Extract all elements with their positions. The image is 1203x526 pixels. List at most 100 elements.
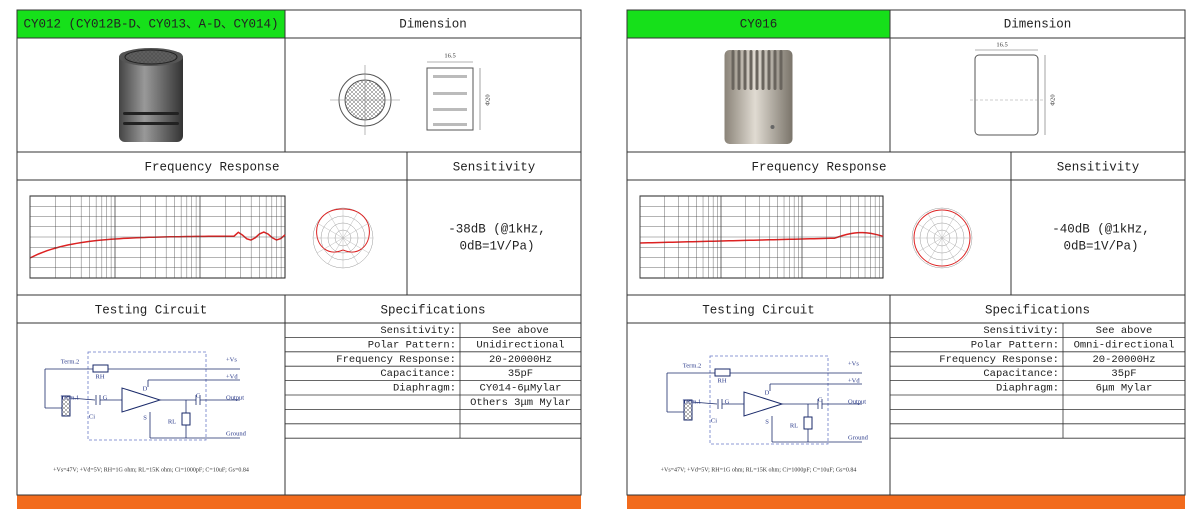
circuit-note: +Vs=47V; +Vd=5V; RH=1G ohm; RL=15K ohm; … <box>53 467 249 473</box>
spec-label: Capacitance: <box>380 368 456 380</box>
circuit-note: +Vs=47V; +Vd=5V; RH=1G ohm; RL=15K ohm; … <box>661 467 857 473</box>
circuit-label: RL <box>790 422 798 429</box>
mic-mesh <box>124 49 178 65</box>
circuit-label: RH <box>717 377 726 384</box>
photo <box>119 48 183 142</box>
resistor <box>714 368 731 377</box>
mic-ridge <box>731 50 735 90</box>
circuit-label: Term.2 <box>683 362 702 369</box>
card-border <box>16 9 582 496</box>
dimension-drawing <box>974 54 1039 136</box>
dimension-label: 16.5 <box>996 41 1007 48</box>
sensitivity-value: 0dB=1V/Pa) <box>459 239 534 253</box>
mic-element <box>683 399 693 421</box>
circuit-label: +Vd <box>226 373 238 380</box>
spec-value: 20-20000Hz <box>1092 354 1155 366</box>
spec-label: Polar Pattern: <box>368 339 456 351</box>
sensitivity-heading: Sensitivity <box>453 160 536 174</box>
mic-ridge <box>761 50 765 90</box>
circuit-label: Ci <box>711 417 717 424</box>
side-view <box>426 67 474 131</box>
spec-label: Diaphragm: <box>996 383 1059 395</box>
polar-spoke <box>926 237 943 265</box>
response-curve <box>639 231 884 244</box>
specs-heading: Specifications <box>380 303 485 317</box>
polar-spoke <box>342 222 370 239</box>
circuit-label: Output <box>226 394 244 401</box>
dimension-label: Φ20 <box>1049 94 1056 105</box>
specs-heading: Specifications <box>985 303 1090 317</box>
header-highlight <box>627 10 890 38</box>
spec-value: CY014-6μMylar <box>480 383 562 395</box>
mic-element <box>61 395 71 417</box>
spec-value: Unidirectional <box>476 339 564 351</box>
frequency-heading: Frequency Response <box>751 160 886 174</box>
circuit-label: Ci <box>89 413 95 420</box>
spec-label: Capacitance: <box>983 368 1059 380</box>
header-highlight <box>17 10 285 38</box>
resistor <box>92 364 109 373</box>
polar-spoke <box>915 237 943 254</box>
circuit-label: Output <box>848 398 866 405</box>
circuit-label: G <box>725 398 730 405</box>
sensitivity-value: -38dB (@1kHz, <box>448 222 546 236</box>
circuit-label: D <box>765 389 770 396</box>
circuit-wire <box>69 397 96 401</box>
spec-value: See above <box>492 325 549 337</box>
circuit-label: S <box>143 414 147 421</box>
circuit-heading: Testing Circuit <box>95 303 208 317</box>
circuit-label: Term.1 <box>683 398 702 405</box>
circuit-heading: Testing Circuit <box>702 303 815 317</box>
side-slot <box>433 75 467 78</box>
circuit: Term.2 RH +Vs +Vd Term.1 G D C Output Ci S RL Ground <box>666 355 869 445</box>
mic-ridge <box>773 50 777 90</box>
mic-ridge <box>749 50 753 90</box>
frequency-heading: Frequency Response <box>144 160 279 174</box>
polar-spoke <box>915 222 943 239</box>
dimension-label: 16.5 <box>444 52 455 59</box>
spec-label: Frequency Response: <box>336 354 456 366</box>
mic-ridge <box>743 50 747 90</box>
polar-spoke <box>941 222 969 239</box>
spec-value: 35pF <box>508 368 533 380</box>
spec-value: 35pF <box>1111 368 1136 380</box>
response-curve <box>29 231 286 259</box>
circuit-label: C <box>196 392 200 399</box>
mic-ridge <box>755 50 759 90</box>
dimension-heading: Dimension <box>399 17 467 31</box>
circuit: Term.2 RH +Vs +Vd Term.1 G D C Output Ci S RL Ground <box>44 351 247 441</box>
spec-label: Sensitivity: <box>983 325 1059 337</box>
mic-ridge <box>737 50 741 90</box>
circuit-label: +Vd <box>848 377 860 384</box>
spec-label: Diaphragm: <box>393 383 456 395</box>
resistor <box>803 416 813 430</box>
polar-spoke <box>327 211 344 239</box>
mic-body <box>119 52 183 142</box>
spec-value: Others 3μm Mylar <box>470 397 571 409</box>
circuit-label: G <box>103 394 108 401</box>
dimension-heading: Dimension <box>1004 17 1072 31</box>
spec-value: 6μm Mylar <box>1096 383 1153 395</box>
circuit-label: S <box>765 418 769 425</box>
side-slot <box>433 108 467 111</box>
mic-slot <box>123 112 179 115</box>
circuit-wire <box>691 401 718 405</box>
footer-bar <box>627 495 1185 509</box>
polar-spoke <box>316 222 344 239</box>
spec-label: Sensitivity: <box>380 325 456 337</box>
polar-spoke <box>316 237 344 254</box>
spec-label: Frequency Response: <box>939 354 1059 366</box>
dimension-label: Φ20 <box>484 94 491 105</box>
model-title: CY016 <box>740 17 778 31</box>
photo <box>724 50 793 144</box>
circuit-box <box>709 355 829 445</box>
side-slot <box>433 123 467 126</box>
side-slot <box>433 92 467 95</box>
side-view <box>974 54 1039 136</box>
circuit-label: Term.2 <box>61 358 80 365</box>
circuit-label: Ground <box>226 430 247 437</box>
circuit-label: +Vs <box>848 360 859 367</box>
spec-value: 20-20000Hz <box>489 354 552 366</box>
spec-value: Omni-directional <box>1074 339 1175 351</box>
